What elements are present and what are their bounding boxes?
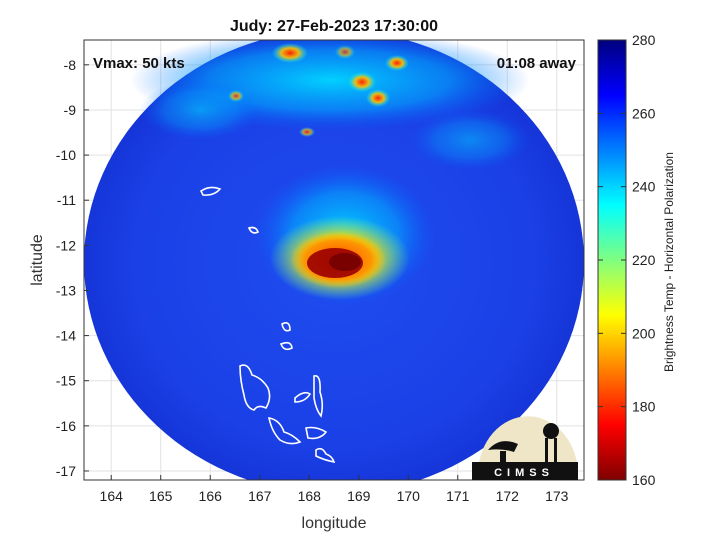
- hotspot: [272, 43, 308, 63]
- x-tick-label: 172: [496, 488, 520, 504]
- logo-tower-leg: [554, 438, 557, 463]
- hotspot: [348, 72, 376, 92]
- y-tick-label: -13: [56, 282, 76, 298]
- x-tick-label: 165: [149, 488, 173, 504]
- y-tick-label: -17: [56, 463, 76, 479]
- x-tick-label: 171: [446, 488, 470, 504]
- x-tick-label: 166: [199, 488, 223, 504]
- colorbar-tick-label: 180: [632, 399, 656, 415]
- colorbar-tick-label: 260: [632, 105, 656, 121]
- hotspot: [335, 45, 355, 59]
- hotspot: [385, 55, 409, 71]
- colorbar-tick-label: 200: [632, 325, 656, 341]
- y-tick-label: -14: [56, 328, 76, 344]
- hotspot: [228, 90, 244, 102]
- y-tick-label: -9: [64, 102, 77, 118]
- logo-dish: [488, 441, 518, 452]
- y-tick-label: -12: [56, 237, 76, 253]
- island-outlines: [199, 186, 336, 464]
- plot-frame: [83, 39, 585, 481]
- plot-area: 164 165 166 167 168 169 170 171 172 173 -8 -9 -10 -1…: [56, 39, 585, 504]
- y-axis-ticks: -8 -9 -10 -11 -12 -13 -14 -15 -16 -17: [56, 57, 89, 479]
- colorbar-tick-label: 240: [632, 179, 656, 195]
- colorbar: 160 180 200 220 240 260 280 Brightness Temp - …: [597, 32, 676, 488]
- swath-imagery: [84, 40, 584, 480]
- cimss-logo: CIMSS: [472, 416, 578, 480]
- hotspot: [366, 89, 390, 107]
- x-axis-label: longitude: [302, 515, 367, 532]
- hotspot: [299, 127, 315, 137]
- colorbar-ticks: 160 180 200 220 240 260 280: [598, 32, 656, 488]
- x-tick-label: 170: [397, 488, 421, 504]
- y-tick-label: -11: [57, 192, 76, 208]
- storm-center-inner: [329, 253, 361, 271]
- vmax-label: Vmax: 50 kts: [93, 55, 185, 72]
- cloud-west: [140, 80, 260, 140]
- y-tick-label: -10: [56, 147, 76, 163]
- colorbar-label: Brightness Temp - Horizontal Polarizatio…: [662, 152, 676, 372]
- x-axis-ticks: 164 165 166 167 168 169 170 171 172 173: [100, 475, 569, 504]
- y-axis-label: latitude: [29, 234, 46, 286]
- logo-tower-tank: [543, 423, 559, 439]
- time-away-label: 01:08 away: [497, 55, 577, 72]
- logo-tower-leg: [545, 438, 548, 463]
- y-tick-label: -15: [56, 373, 76, 389]
- y-tick-label: -16: [56, 418, 76, 434]
- colorbar-tick-label: 160: [632, 472, 656, 488]
- logo-building: [472, 462, 578, 480]
- x-tick-label: 164: [100, 488, 124, 504]
- x-tick-label: 173: [545, 488, 569, 504]
- logo-dish-mount: [500, 451, 506, 463]
- colorbar-tick-label: 280: [632, 32, 656, 48]
- plot-title: Judy: 27-Feb-2023 17:30:00: [230, 18, 438, 35]
- x-tick-label: 167: [248, 488, 272, 504]
- cloud-east: [410, 110, 530, 170]
- logo-text: CIMSS: [494, 467, 554, 479]
- x-tick-label: 169: [347, 488, 371, 504]
- colorbar-tick-label: 220: [632, 252, 656, 268]
- y-tick-label: -8: [64, 57, 77, 73]
- x-tick-label: 168: [298, 488, 322, 504]
